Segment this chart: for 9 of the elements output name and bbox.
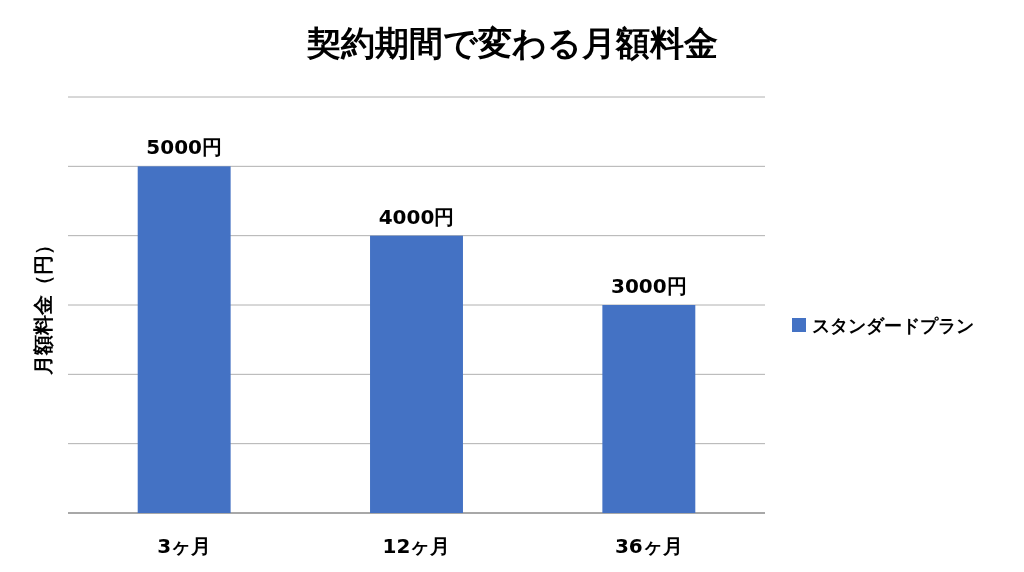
x-tick-label: 36ヶ月 xyxy=(614,534,683,558)
x-tick-label: 12ヶ月 xyxy=(382,534,451,558)
data-label: 3000円 xyxy=(611,274,687,298)
data-label: 4000円 xyxy=(378,204,455,229)
chart-title: 契約期間で変わる月額料金 xyxy=(305,23,718,63)
data-label: 5000円 xyxy=(146,135,222,160)
y-axis-title: 月額料金（円） xyxy=(31,235,55,376)
x-tick-label: 3ヶ月 xyxy=(157,534,212,558)
legend-label: スタンダードプラン xyxy=(812,315,974,336)
